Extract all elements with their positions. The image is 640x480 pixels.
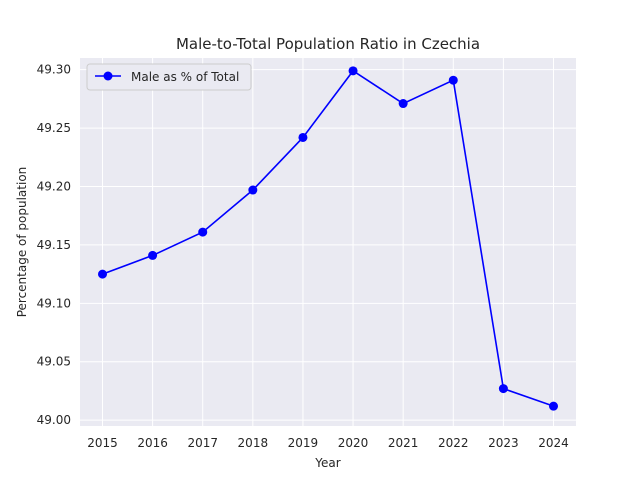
chart-title: Male-to-Total Population Ratio in Czechi… [176,35,480,53]
x-tick-label: 2021 [388,436,419,450]
data-point-2015 [98,269,107,279]
x-tick-label: 2017 [187,436,218,450]
series-line [102,69,554,407]
data-point-2023 [498,384,508,394]
axis-ticks: 49.00 49.05 49.10 49.15 49.20 49.25 49.30 2015 2… [37,63,569,450]
legend-label: Male as % of Total [131,70,239,84]
legend-box [86,63,252,91]
plot-background [80,58,576,426]
data-point-2019 [298,132,308,142]
y-tick-label: 49.20 [37,180,71,194]
y-tick-label: 49.05 [37,355,71,369]
data-point-2016 [148,250,158,260]
x-tick-label: 2022 [438,436,469,450]
x-tick-label: 2019 [288,436,319,450]
y-tick-label: 49.00 [37,413,71,427]
series-layer [98,66,558,411]
y-tick-label: 49.10 [37,296,71,310]
y-tick-label: 49.30 [37,63,71,77]
data-point-2018 [248,185,258,195]
y-tick-label: 49.25 [37,121,71,135]
x-tick-label: 2018 [238,436,269,450]
x-axis-label: Year [314,456,340,470]
x-tick-label: 2015 [87,436,118,450]
y-tick-label: 49.15 [37,238,71,252]
data-point-2022 [448,75,458,85]
grid [80,58,576,426]
data-point-2020 [348,66,358,76]
data-point-2021 [398,99,408,109]
y-axis-label: Percentage of population [15,167,29,318]
data-point-2017 [198,227,208,237]
x-tick-label: 2023 [488,436,519,450]
data-point-2024 [549,401,558,411]
x-tick-label: 2024 [538,436,569,450]
x-tick-label: 2016 [137,436,168,450]
x-tick-label: 2020 [338,436,369,450]
legend: Male as % of Total [86,63,252,91]
legend-marker [103,71,113,81]
